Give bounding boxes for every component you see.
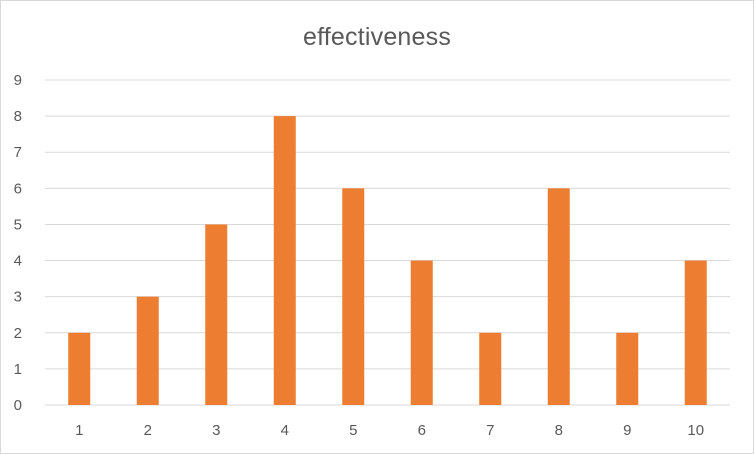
bar-9 [616,332,639,405]
bar-10 [684,260,707,405]
bar-3 [205,224,228,405]
bar-1 [68,332,91,405]
x-tick-label: 10 [687,422,704,439]
x-tick-label: 9 [623,422,631,439]
x-axis-ticks: 1 2 3 4 5 6 7 8 9 10 [75,422,704,439]
x-tick-label: 7 [486,422,494,439]
x-tick-label: 6 [418,422,426,439]
bars [68,116,707,405]
x-tick-label: 1 [75,422,83,439]
y-tick-label: 6 [14,180,22,197]
y-tick-label: 7 [14,144,22,161]
bar-4 [273,116,296,405]
bar-2 [136,296,159,405]
y-tick-label: 8 [14,108,22,125]
y-tick-label: 2 [14,325,22,342]
bar-8 [547,188,570,405]
bar-7 [479,332,502,405]
y-axis-ticks: 0 1 2 3 4 5 6 7 8 9 [14,72,22,414]
y-tick-label: 3 [14,289,22,306]
y-tick-label: 0 [14,397,22,414]
y-tick-label: 4 [14,253,22,270]
y-tick-label: 5 [14,216,22,233]
bar-5 [342,188,365,405]
x-tick-label: 2 [144,422,152,439]
x-tick-label: 8 [555,422,563,439]
bar-6 [410,260,433,405]
chart-title: effectiveness [302,23,452,51]
y-tick-label: 9 [14,72,22,89]
x-tick-label: 3 [212,422,220,439]
gridlines [45,79,730,406]
x-tick-label: 5 [349,422,357,439]
x-tick-label: 4 [281,422,289,439]
y-tick-label: 1 [14,361,22,378]
